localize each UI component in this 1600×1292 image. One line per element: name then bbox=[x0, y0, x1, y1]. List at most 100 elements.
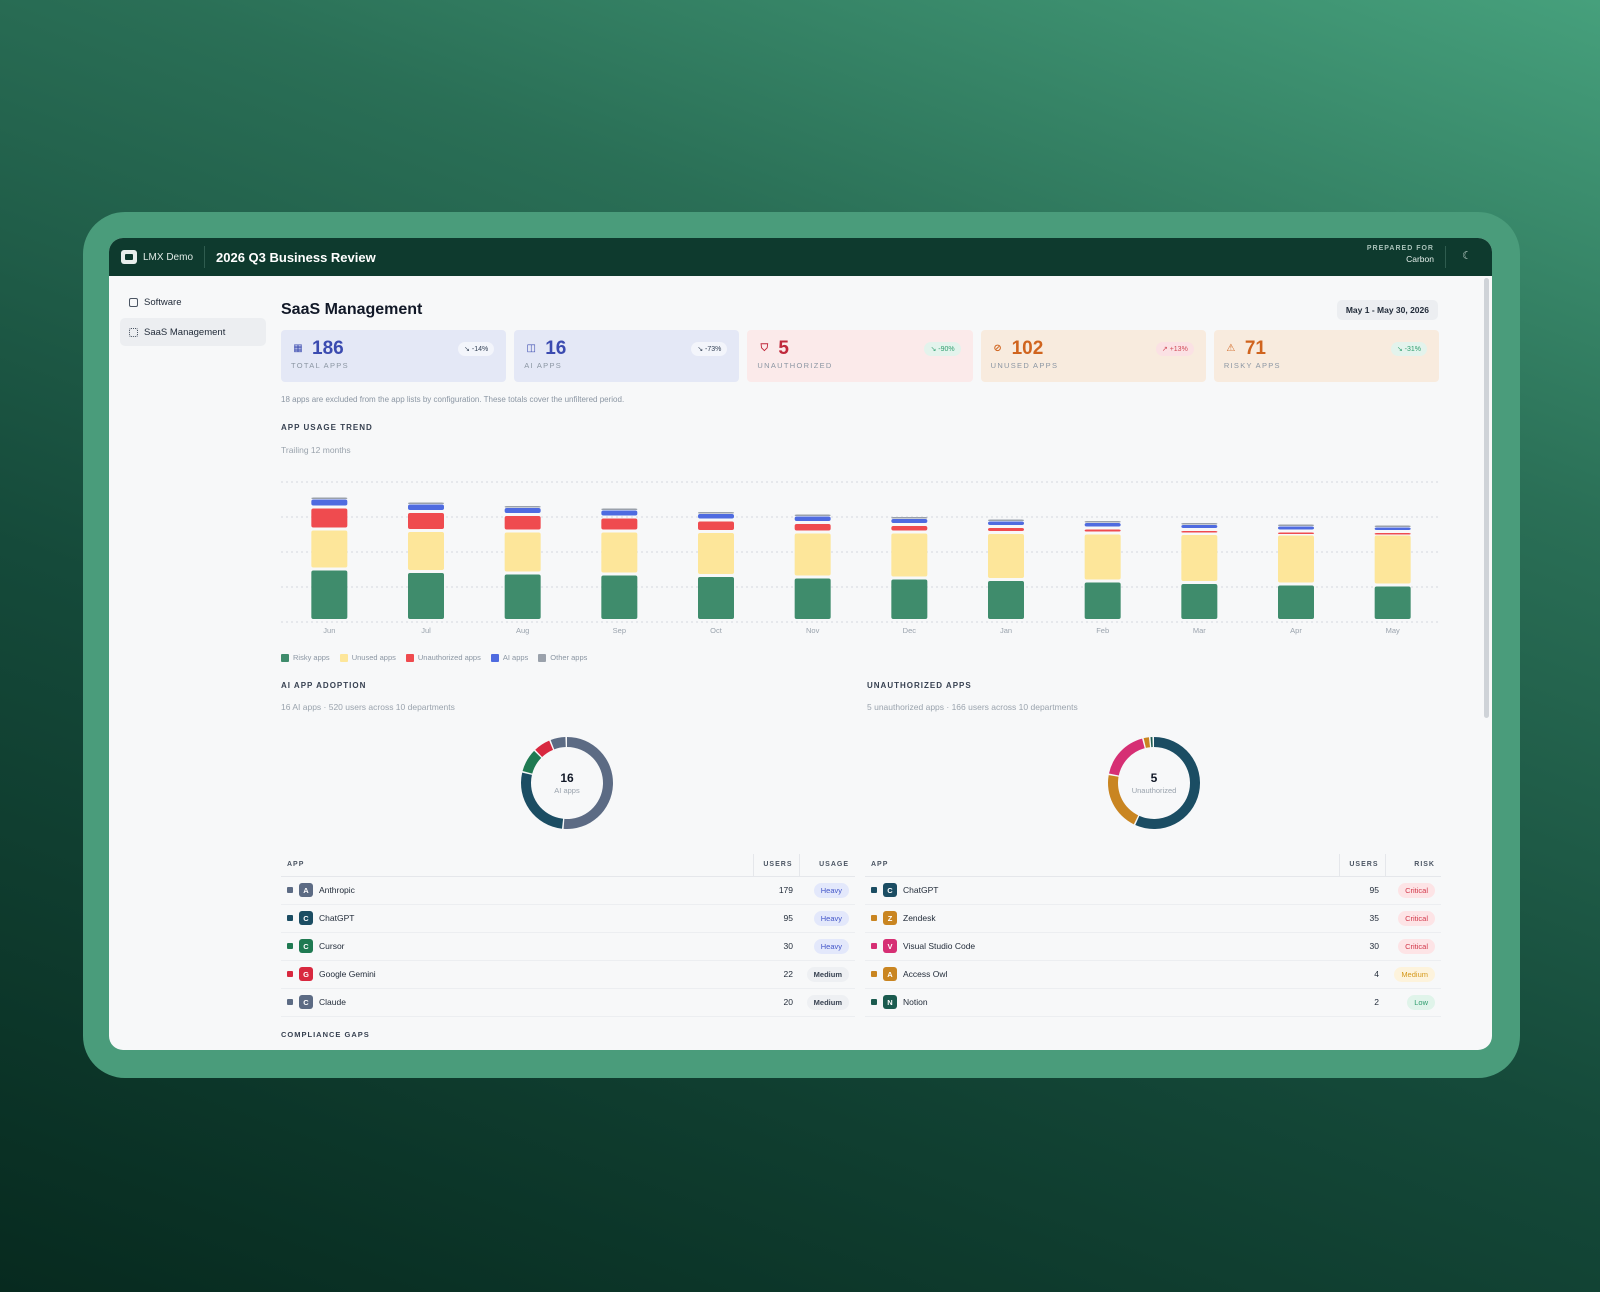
bar-segment-other-apps[interactable] bbox=[311, 497, 348, 500]
scrollbar[interactable] bbox=[1484, 278, 1489, 718]
bar-segment-other-apps[interactable] bbox=[1278, 524, 1314, 527]
bar-segment-ai-apps[interactable] bbox=[1374, 527, 1411, 531]
bar-segment-ai-apps[interactable] bbox=[1181, 525, 1218, 528]
bar-segment-other-apps[interactable] bbox=[1374, 525, 1411, 528]
bar-segment-risky-apps[interactable] bbox=[794, 578, 831, 620]
bar-segment-unauthorized-apps[interactable] bbox=[1374, 533, 1411, 535]
donut-slice-google-gemini[interactable] bbox=[535, 740, 554, 757]
bar-segment-unused-apps[interactable] bbox=[794, 533, 831, 576]
bar-segment-ai-apps[interactable] bbox=[311, 499, 348, 506]
bar-segment-unused-apps[interactable] bbox=[504, 532, 541, 572]
bar-segment-unused-apps[interactable] bbox=[891, 533, 928, 577]
bar-segment-risky-apps[interactable] bbox=[1084, 582, 1121, 620]
bar-segment-risky-apps[interactable] bbox=[698, 577, 734, 619]
table-row[interactable]: A Anthropic 179 Heavy bbox=[281, 876, 855, 905]
app-name[interactable]: Zendesk bbox=[903, 913, 936, 923]
app-name[interactable]: Access Owl bbox=[903, 969, 948, 979]
bar-segment-unused-apps[interactable] bbox=[408, 532, 444, 570]
app-name[interactable]: Claude bbox=[319, 997, 346, 1007]
bar-segment-other-apps[interactable] bbox=[988, 519, 1024, 522]
bar-segment-unused-apps[interactable] bbox=[1278, 535, 1314, 583]
bar-segment-ai-apps[interactable] bbox=[988, 521, 1024, 526]
bar-segment-unauthorized-apps[interactable] bbox=[1278, 532, 1314, 535]
bar-segment-unused-apps[interactable] bbox=[1084, 534, 1121, 580]
donut-slice-zendesk[interactable] bbox=[1108, 775, 1139, 825]
bar-segment-other-apps[interactable] bbox=[794, 514, 831, 517]
app-name[interactable]: ChatGPT bbox=[319, 913, 355, 923]
bar-segment-risky-apps[interactable] bbox=[891, 579, 928, 620]
table-row[interactable]: Z Zendesk 35 Critical bbox=[865, 904, 1441, 933]
table-row[interactable]: C Claude 20 Medium bbox=[281, 988, 855, 1017]
bar-segment-unauthorized-apps[interactable] bbox=[698, 521, 734, 531]
bar-segment-ai-apps[interactable] bbox=[504, 508, 541, 513]
table-row[interactable]: C ChatGPT 95 Heavy bbox=[281, 904, 855, 933]
bar-segment-other-apps[interactable] bbox=[1181, 523, 1218, 525]
bar-segment-risky-apps[interactable] bbox=[1181, 584, 1218, 619]
sidebar-item-saas-management[interactable]: SaaS Management bbox=[120, 318, 266, 346]
legend-item[interactable]: Other apps bbox=[538, 653, 587, 662]
kpi-unauthorized[interactable]: ⛉ 5 UNAUTHORIZED ↘ -90% bbox=[747, 330, 973, 382]
bar-segment-ai-apps[interactable] bbox=[794, 516, 831, 522]
app-name[interactable]: Google Gemini bbox=[319, 969, 376, 979]
bar-segment-unauthorized-apps[interactable] bbox=[891, 526, 928, 531]
column-header-app[interactable]: APP bbox=[865, 854, 1339, 877]
bar-segment-risky-apps[interactable] bbox=[408, 573, 444, 619]
donut-slice-visual-studio-code[interactable] bbox=[1108, 738, 1145, 776]
table-row[interactable]: G Google Gemini 22 Medium bbox=[281, 960, 855, 989]
bar-segment-unused-apps[interactable] bbox=[1374, 535, 1411, 584]
bar-segment-unauthorized-apps[interactable] bbox=[1181, 531, 1218, 533]
bar-segment-other-apps[interactable] bbox=[891, 517, 928, 519]
table-row[interactable]: C ChatGPT 95 Critical bbox=[865, 876, 1441, 905]
bar-segment-unauthorized-apps[interactable] bbox=[794, 524, 831, 531]
bar-segment-unused-apps[interactable] bbox=[698, 533, 734, 574]
sidebar-item-software[interactable]: Software bbox=[120, 288, 266, 316]
column-header-users[interactable]: USERS bbox=[1338, 854, 1385, 877]
bar-segment-unauthorized-apps[interactable] bbox=[1084, 529, 1121, 532]
donut-slice-chatgpt[interactable] bbox=[521, 772, 564, 829]
donut-slice-cursor[interactable] bbox=[522, 750, 542, 774]
column-header-risk[interactable]: RISK bbox=[1384, 854, 1441, 877]
theme-toggle-moon-icon[interactable]: ☾ bbox=[1462, 250, 1472, 262]
bar-segment-ai-apps[interactable] bbox=[698, 514, 734, 519]
bar-segment-risky-apps[interactable] bbox=[311, 570, 348, 620]
kpi-total-apps[interactable]: ▦ 186 TOTAL APPS ↘ -14% bbox=[281, 330, 507, 382]
date-range-picker[interactable]: May 1 - May 30, 2026 bbox=[1336, 300, 1438, 320]
bar-segment-other-apps[interactable] bbox=[1084, 521, 1121, 523]
column-header-app[interactable]: APP bbox=[281, 854, 753, 877]
donut-slice-claude[interactable] bbox=[550, 737, 566, 750]
kpi-risky-apps[interactable]: ⚠ 71 RISKY APPS ↘ -31% bbox=[1213, 330, 1440, 382]
app-name[interactable]: Visual Studio Code bbox=[903, 941, 976, 951]
bar-segment-other-apps[interactable] bbox=[601, 508, 638, 511]
legend-item[interactable]: AI apps bbox=[490, 653, 528, 662]
bar-segment-unauthorized-apps[interactable] bbox=[601, 518, 638, 530]
app-name[interactable]: ChatGPT bbox=[903, 885, 939, 895]
bar-segment-unused-apps[interactable] bbox=[988, 534, 1024, 578]
kpi-ai-apps[interactable]: ◫ 16 AI APPS ↘ -73% bbox=[514, 330, 740, 382]
column-header-users[interactable]: USERS bbox=[752, 854, 799, 877]
bar-segment-unauthorized-apps[interactable] bbox=[311, 508, 348, 528]
legend-item[interactable]: Risky apps bbox=[281, 653, 330, 662]
table-row[interactable]: A Access Owl 4 Medium bbox=[865, 960, 1441, 989]
donut-slice-notion[interactable] bbox=[1150, 737, 1153, 748]
bar-segment-other-apps[interactable] bbox=[504, 506, 541, 508]
donut-slice-access-owl[interactable] bbox=[1143, 737, 1151, 748]
bar-segment-risky-apps[interactable] bbox=[1278, 585, 1314, 620]
bar-segment-risky-apps[interactable] bbox=[601, 575, 638, 620]
legend-item[interactable]: Unauthorized apps bbox=[405, 653, 481, 662]
bar-segment-ai-apps[interactable] bbox=[1084, 523, 1121, 527]
bar-segment-other-apps[interactable] bbox=[698, 512, 734, 514]
bar-segment-risky-apps[interactable] bbox=[504, 574, 541, 620]
column-header-usage[interactable]: USAGE bbox=[798, 854, 855, 877]
bar-segment-ai-apps[interactable] bbox=[408, 504, 444, 511]
donut-slice-chatgpt[interactable] bbox=[1135, 737, 1200, 829]
app-name[interactable]: Anthropic bbox=[319, 885, 355, 895]
table-row[interactable]: V Visual Studio Code 30 Critical bbox=[865, 932, 1441, 961]
bar-segment-unused-apps[interactable] bbox=[311, 530, 348, 568]
table-row[interactable]: C Cursor 30 Heavy bbox=[281, 932, 855, 961]
donut-slice-anthropic[interactable] bbox=[563, 737, 613, 829]
kpi-unused-apps[interactable]: ⊘ 102 UNUSED APPS ↗ +13% bbox=[980, 330, 1206, 382]
bar-segment-unauthorized-apps[interactable] bbox=[408, 513, 444, 529]
bar-segment-ai-apps[interactable] bbox=[1278, 526, 1314, 530]
bar-segment-risky-apps[interactable] bbox=[988, 581, 1024, 619]
bar-segment-unauthorized-apps[interactable] bbox=[504, 516, 541, 530]
